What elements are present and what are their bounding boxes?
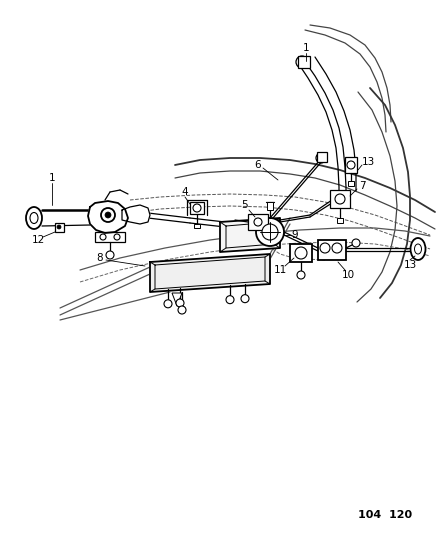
Text: 12: 12 <box>31 235 45 245</box>
Circle shape <box>226 296 233 304</box>
Circle shape <box>193 204 201 212</box>
Circle shape <box>57 225 61 229</box>
Text: 13: 13 <box>360 157 374 167</box>
Circle shape <box>164 300 172 308</box>
Polygon shape <box>88 201 128 233</box>
Circle shape <box>346 161 354 169</box>
Text: 4: 4 <box>181 187 188 197</box>
Bar <box>95 232 125 242</box>
Bar <box>297 56 309 68</box>
Text: 1: 1 <box>49 173 55 183</box>
Circle shape <box>315 153 325 163</box>
Text: 7: 7 <box>358 181 364 191</box>
Bar <box>347 181 353 186</box>
Ellipse shape <box>26 207 42 229</box>
Ellipse shape <box>30 213 38 223</box>
Bar <box>290 244 311 262</box>
Polygon shape <box>219 218 279 252</box>
Circle shape <box>297 271 304 279</box>
Text: 5: 5 <box>241 200 248 210</box>
Circle shape <box>261 224 277 240</box>
Bar <box>329 190 349 208</box>
Circle shape <box>101 208 115 222</box>
Text: 10: 10 <box>341 270 354 280</box>
Text: 9: 9 <box>291 230 298 240</box>
Bar <box>55 223 64 232</box>
Text: 8: 8 <box>96 253 103 263</box>
Circle shape <box>319 243 329 253</box>
Circle shape <box>100 234 106 240</box>
Circle shape <box>294 247 306 259</box>
Bar <box>194 224 200 228</box>
Circle shape <box>105 212 111 218</box>
Text: 1: 1 <box>302 43 309 53</box>
Circle shape <box>254 218 261 226</box>
Bar <box>266 202 272 210</box>
Ellipse shape <box>410 238 424 260</box>
Circle shape <box>177 306 186 314</box>
Bar <box>190 202 204 214</box>
Bar <box>317 240 345 260</box>
Text: 11: 11 <box>273 265 286 275</box>
Circle shape <box>334 194 344 204</box>
Circle shape <box>255 218 283 246</box>
Bar <box>344 157 356 173</box>
Polygon shape <box>122 205 150 224</box>
Text: 6: 6 <box>254 160 261 170</box>
Circle shape <box>240 295 248 303</box>
Bar <box>316 152 326 162</box>
Ellipse shape <box>413 244 420 254</box>
Text: 104  120: 104 120 <box>357 510 411 520</box>
Bar <box>336 218 342 223</box>
Circle shape <box>295 56 307 68</box>
Circle shape <box>331 243 341 253</box>
Circle shape <box>106 251 114 259</box>
Text: 13: 13 <box>403 260 416 270</box>
Circle shape <box>176 299 184 307</box>
Circle shape <box>114 234 120 240</box>
Bar <box>247 214 267 230</box>
Circle shape <box>351 239 359 247</box>
Polygon shape <box>150 254 269 292</box>
Polygon shape <box>172 293 182 306</box>
